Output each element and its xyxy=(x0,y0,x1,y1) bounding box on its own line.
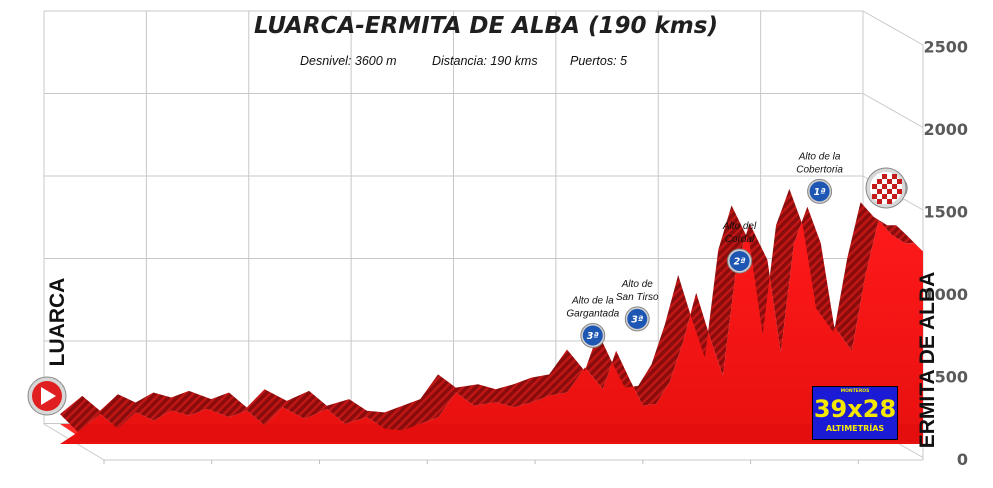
climb-marker: 3ª Alto de San Tirso xyxy=(616,279,659,332)
stat-distancia: Distancia: 190 kms xyxy=(432,54,538,68)
checker-square xyxy=(887,194,892,199)
checker-square xyxy=(887,184,892,189)
climb-name-line1: Alto de xyxy=(621,279,654,290)
grid-line-side xyxy=(862,10,924,46)
y-tick-label: 1000 xyxy=(923,285,968,304)
brand-logo: MONTEROS 39x28 ALTIMETRÍAS xyxy=(812,386,898,440)
climb-marker: 2ª Alto del Cordal xyxy=(722,221,757,274)
climb-category: 2ª xyxy=(734,256,746,267)
y-axis-labels: 0 500 1000 1500 2000 2500 xyxy=(923,38,968,470)
logo-bottom-text: ALTIMETRÍAS xyxy=(825,424,885,433)
checker-square xyxy=(892,194,897,199)
stat-desnivel: Desnivel: 3600 m xyxy=(300,54,397,68)
checker-square xyxy=(882,179,887,184)
checker-square xyxy=(882,189,887,194)
checker-square xyxy=(872,194,877,199)
chart-title: LUARCA-ERMITA DE ALBA (190 kms) xyxy=(254,13,718,39)
climb-name-line2: Cordal xyxy=(725,234,755,245)
checker-square xyxy=(892,179,897,184)
profile-ridge xyxy=(60,188,923,433)
checker-square xyxy=(887,174,892,179)
y-tick-label: 2000 xyxy=(923,120,968,139)
climb-category: 1ª xyxy=(814,187,826,198)
checker-square xyxy=(882,199,887,204)
climb-name-line1: Alto de la xyxy=(798,151,841,162)
climb-name-line2: San Tirso xyxy=(616,292,659,303)
climb-category-icon xyxy=(582,325,603,346)
climb-name-line1: Alto del xyxy=(722,221,757,232)
checker-square xyxy=(877,184,882,189)
checker-square xyxy=(897,184,902,189)
stat-puertos: Puertos: 5 xyxy=(570,54,627,68)
climb-name-line1: Alto de la xyxy=(571,295,614,306)
checker-square xyxy=(877,194,882,199)
checker-square xyxy=(872,179,877,184)
climb-category-icon xyxy=(809,181,830,202)
checker-square xyxy=(892,184,897,189)
y-tick-label: 500 xyxy=(935,368,968,387)
finish-flag-icon xyxy=(865,167,907,209)
checker-square xyxy=(872,189,877,194)
logo-top-text: MONTEROS xyxy=(840,389,870,394)
climb-marker: 3ª Alto de la Gargantada xyxy=(566,295,620,348)
y-tick-label: 1500 xyxy=(923,203,968,222)
checker-square xyxy=(892,189,897,194)
checker-square xyxy=(887,189,892,194)
finish-location-label: ERMITA DE ALBA xyxy=(916,272,939,449)
climb-category: 3ª xyxy=(587,331,599,342)
logo-main-text: 39x28 xyxy=(813,395,897,423)
checker-square xyxy=(887,199,892,204)
checker-square xyxy=(877,174,882,179)
checker-square xyxy=(887,179,892,184)
checker-square xyxy=(892,174,897,179)
climb-marker: 1ª Alto de la Cobertoria xyxy=(796,151,843,204)
checker-square xyxy=(897,179,902,184)
elevation-profile xyxy=(60,188,923,444)
profile-area xyxy=(60,206,923,444)
checker-square xyxy=(882,194,887,199)
climb-category-icon xyxy=(729,250,750,271)
checker-square xyxy=(877,179,882,184)
checker-square xyxy=(882,184,887,189)
profile-base-band xyxy=(80,424,923,442)
climb-name-line2: Cobertoria xyxy=(796,164,843,175)
checker-square xyxy=(882,174,887,179)
climb-name-line2: Gargantada xyxy=(566,308,619,319)
climb-category-icon xyxy=(627,308,648,329)
y-tick-label: 0 xyxy=(957,450,968,469)
checker-square xyxy=(877,189,882,194)
start-location-label: LUARCA xyxy=(46,278,69,367)
checker-square xyxy=(877,199,882,204)
y-tick-label: 2500 xyxy=(923,38,968,57)
grid-line-side xyxy=(862,93,924,128)
checker-square xyxy=(897,189,902,194)
start-icon xyxy=(27,376,67,416)
checker-square xyxy=(872,184,877,189)
climb-category: 3ª xyxy=(631,314,643,325)
